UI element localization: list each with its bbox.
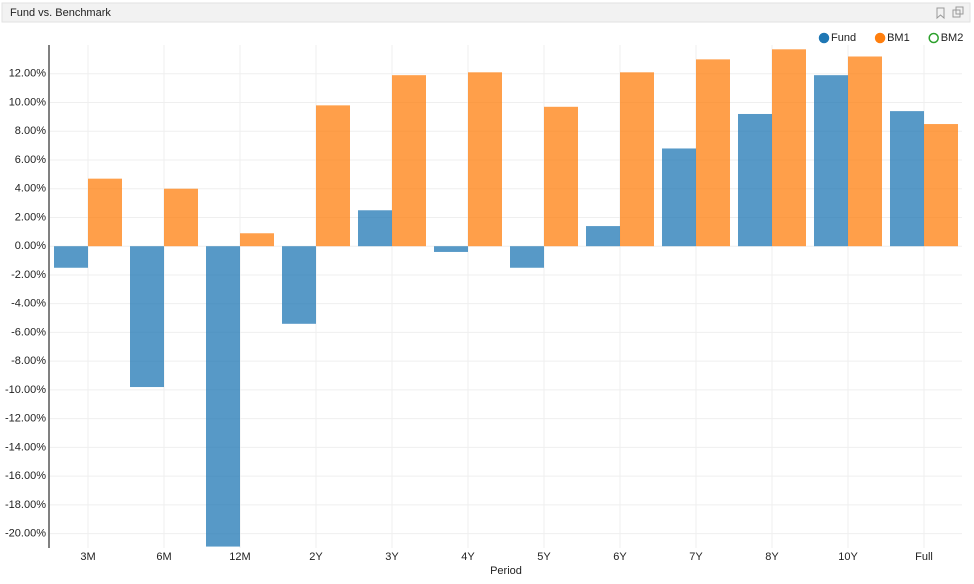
- popout-icon[interactable]: [952, 6, 964, 18]
- x-tick-label: Full: [915, 551, 933, 563]
- bar: [316, 105, 350, 247]
- y-tick-label: -12.00%: [5, 413, 46, 425]
- bar: [814, 75, 848, 247]
- bar: [662, 148, 696, 247]
- y-tick-label: -14.00%: [5, 441, 46, 453]
- x-axis-label: Period: [490, 565, 522, 577]
- bar: [240, 233, 274, 247]
- bar: [434, 246, 468, 252]
- bar: [510, 246, 544, 268]
- bar: [586, 226, 620, 247]
- panel-title: Fund vs. Benchmark: [10, 7, 111, 19]
- x-tick-label: 12M: [229, 551, 250, 563]
- y-tick-label: -10.00%: [5, 384, 46, 396]
- bar: [924, 124, 958, 247]
- bar: [696, 59, 730, 247]
- bar: [130, 246, 164, 388]
- y-tick-label: -16.00%: [5, 470, 46, 482]
- bookmark-icon[interactable]: [936, 7, 945, 20]
- y-tick-label: -20.00%: [5, 528, 46, 540]
- legend-marker: [928, 32, 939, 44]
- bar: [890, 111, 924, 247]
- y-tick-label: -2.00%: [11, 269, 46, 281]
- x-tick-label: 3Y: [385, 551, 399, 563]
- x-tick-label: 7Y: [689, 551, 703, 563]
- bar: [282, 246, 316, 324]
- legend-marker: [874, 32, 886, 44]
- bar: [164, 188, 198, 247]
- y-tick-label: 6.00%: [15, 154, 46, 166]
- bar: [88, 178, 122, 247]
- y-tick-label: 10.00%: [9, 96, 47, 108]
- panel-header: [1, 2, 971, 23]
- x-tick-label: 3M: [80, 551, 95, 563]
- legend-label: BM2: [941, 32, 964, 44]
- bar: [620, 72, 654, 247]
- y-tick-label: 4.00%: [15, 183, 46, 195]
- legend-marker: [818, 32, 830, 44]
- y-tick-label: -4.00%: [11, 298, 46, 310]
- y-tick-label: 8.00%: [15, 125, 46, 137]
- x-tick-label: 2Y: [309, 551, 323, 563]
- bar: [358, 210, 392, 247]
- x-tick-label: 10Y: [838, 551, 858, 563]
- bar: [848, 56, 882, 247]
- y-tick-label: -18.00%: [5, 499, 46, 511]
- y-tick-label: -6.00%: [11, 326, 46, 338]
- y-tick-label: 2.00%: [15, 211, 46, 223]
- bar: [544, 106, 578, 247]
- y-tick-label: 0.00%: [15, 240, 46, 252]
- bar: [392, 75, 426, 247]
- bar: [206, 246, 240, 547]
- bar: [772, 49, 806, 247]
- legend-label: Fund: [831, 32, 856, 44]
- y-tick-label: 12.00%: [9, 68, 47, 80]
- x-tick-label: 6M: [156, 551, 171, 563]
- x-tick-label: 4Y: [461, 551, 475, 563]
- bar: [54, 246, 88, 268]
- y-tick-label: -8.00%: [11, 355, 46, 367]
- x-tick-label: 6Y: [613, 551, 627, 563]
- bar: [738, 113, 772, 247]
- legend-label: BM1: [887, 32, 910, 44]
- bar: [468, 72, 502, 247]
- x-tick-label: 5Y: [537, 551, 551, 563]
- x-tick-label: 8Y: [765, 551, 779, 563]
